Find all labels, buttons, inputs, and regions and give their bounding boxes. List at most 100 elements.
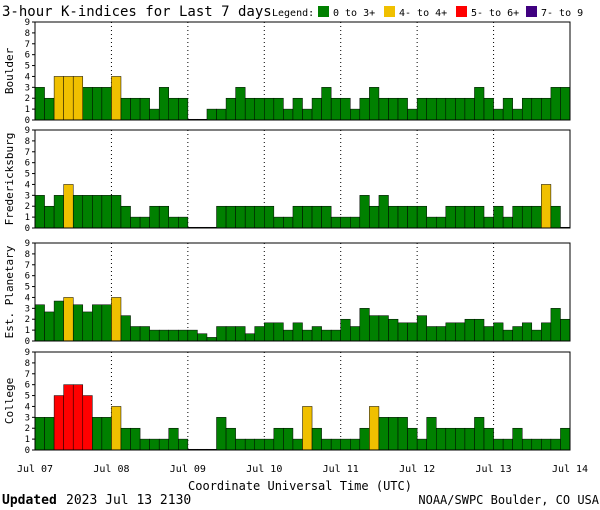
k-index-bar	[244, 97, 255, 121]
k-index-bar	[111, 195, 122, 229]
k-index-bar	[474, 205, 485, 229]
k-index-bar	[53, 395, 64, 451]
k-index-bar	[483, 216, 494, 229]
k-index-bar	[72, 384, 84, 451]
k-index-bar	[369, 315, 380, 342]
k-index-bar	[130, 326, 141, 342]
y-tick-label: 0	[25, 337, 30, 347]
k-index-bar	[44, 417, 55, 451]
k-index-bar	[483, 97, 494, 121]
k-index-bar	[44, 97, 55, 121]
k-index-bar	[464, 318, 475, 342]
k-index-bar	[273, 427, 284, 451]
y-tick-label: 3	[25, 413, 30, 423]
k-index-bar	[216, 205, 227, 229]
k-index-bar	[120, 427, 131, 451]
k-index-bar	[302, 329, 313, 342]
k-index-bar	[378, 315, 389, 342]
k-index-bar	[416, 205, 427, 229]
k-index-bar	[512, 108, 523, 121]
panel-label-2: Est. Planetary	[3, 245, 16, 338]
k-index-bar	[321, 205, 332, 229]
y-tick-label: 6	[25, 159, 30, 169]
k-index-bar	[541, 97, 552, 121]
legend-swatch-0	[318, 6, 329, 17]
k-index-bar	[302, 406, 313, 451]
k-index-bar	[359, 308, 370, 342]
k-index-bar	[292, 205, 303, 229]
k-index-bar	[149, 108, 160, 121]
k-index-bar	[512, 427, 523, 451]
y-tick-label: 9	[25, 126, 30, 136]
y-tick-label: 8	[25, 137, 30, 147]
k-index-bar	[416, 438, 427, 451]
k-index-bar	[464, 205, 475, 229]
k-index-bar	[493, 108, 504, 121]
k-index-bar	[521, 97, 533, 121]
k-index-bar	[149, 205, 160, 229]
k-index-bar	[359, 427, 370, 451]
y-tick-label: 4	[25, 180, 30, 190]
k-index-bar	[264, 205, 275, 229]
k-index-bar	[178, 438, 189, 451]
k-index-bar	[139, 97, 150, 121]
k-index-bar	[283, 329, 294, 342]
k-index-bar	[483, 326, 494, 342]
x-tick-label: Jul 13	[476, 464, 512, 475]
k-index-bar	[483, 427, 494, 451]
k-index-bar	[350, 216, 361, 229]
k-index-bar	[330, 438, 341, 451]
k-index-bar	[455, 205, 466, 229]
panel-label-1: Fredericksburg	[3, 133, 16, 226]
k-index-bar	[82, 395, 93, 451]
chart-panels: 0123456789Boulder0123456789Fredericksbur…	[3, 18, 571, 456]
x-axis-tick-labels: Jul 07 Jul 08 Jul 09 Jul 10 Jul 11 Jul 12 Jul …	[17, 464, 588, 475]
k-index-bar	[493, 438, 504, 451]
k-index-bar	[178, 97, 189, 121]
k-index-bar	[407, 322, 418, 342]
k-index-bar	[455, 97, 466, 121]
k-index-bar	[464, 427, 475, 451]
updated-label: Updated	[2, 493, 57, 508]
k-index-bar	[455, 322, 466, 342]
k-index-bar	[464, 97, 475, 121]
x-axis-label: Coordinate Universal Time (UTC)	[188, 479, 412, 493]
y-tick-label: 7	[25, 40, 30, 50]
k-index-bar	[120, 315, 131, 342]
y-tick-label: 6	[25, 381, 30, 391]
k-index-bar	[330, 216, 341, 229]
k-index-bar	[130, 427, 141, 451]
k-index-bar	[139, 326, 150, 342]
k-index-bar	[512, 205, 523, 229]
k-index-bar	[436, 97, 447, 121]
k-index-bar	[158, 205, 169, 229]
k-index-bar	[44, 311, 55, 342]
k-index-bar	[63, 184, 74, 229]
k-index-bar	[235, 87, 246, 121]
legend: 0 to 3+ 4- to 4+ 5- to 6+ 7- to 9	[318, 6, 583, 19]
k-index-bar	[388, 205, 399, 229]
k-index-bar	[550, 438, 561, 451]
k-index-bar	[178, 329, 189, 342]
k-index-bar	[474, 87, 485, 121]
k-index-bar	[235, 326, 246, 342]
k-index-bar	[235, 205, 246, 229]
k-index-bar	[111, 406, 122, 451]
k-index-bar	[273, 322, 284, 342]
y-tick-label: 5	[25, 62, 30, 72]
k-index-bar	[264, 322, 275, 342]
updated-value: 2023 Jul 13 2130	[66, 493, 191, 508]
panel-label-0: Boulder	[3, 47, 16, 94]
k-index-bar	[63, 297, 74, 342]
k-index-bar	[53, 195, 64, 229]
y-tick-label: 1	[25, 213, 30, 223]
x-tick-label: Jul 09	[170, 464, 206, 475]
k-index-bar	[340, 97, 351, 121]
k-index-bar	[139, 438, 150, 451]
k-index-bar	[340, 318, 351, 342]
